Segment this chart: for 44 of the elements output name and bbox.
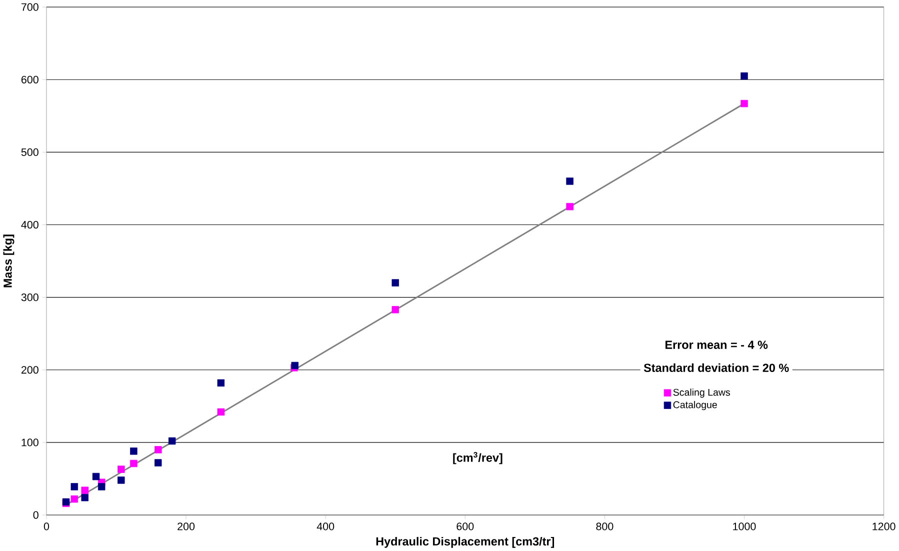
point: [130, 460, 138, 468]
point: [566, 178, 574, 185]
x-tick-label: 200: [178, 522, 195, 530]
annotation: Standard deviation = 20 %: [644, 363, 789, 372]
annotation: Error mean = - 4 %: [666, 340, 768, 349]
point: [98, 483, 106, 490]
x-tick-label: 800: [596, 522, 614, 530]
y-tick-label: 300: [21, 293, 38, 302]
y-tick-label: 600: [21, 76, 38, 84]
point: [217, 408, 225, 416]
point: [81, 486, 88, 494]
point: [130, 447, 138, 455]
legend-label: Catalogue: [673, 401, 717, 410]
point: [81, 494, 88, 502]
x-tick-label: 0: [44, 522, 50, 530]
y-tick-label: 100: [22, 438, 38, 446]
point: [392, 279, 399, 286]
legend-label: Scaling Laws: [673, 388, 730, 398]
point: [740, 72, 748, 80]
point: [291, 362, 298, 370]
annotation: [cm$^{3}$/rev]: [453, 452, 502, 464]
point: [154, 446, 162, 454]
x-tick-label: 600: [456, 522, 474, 530]
x-axis-title: Hydraulic Displacement [cm3/tr]: [376, 536, 554, 548]
point: [70, 483, 78, 490]
y-axis-title: Mass [kg]: [3, 234, 14, 288]
point: [92, 472, 100, 480]
x-tick-label: 1200: [872, 522, 896, 530]
point: [118, 476, 125, 484]
x-tick-label: 1000: [733, 522, 756, 530]
point: [168, 437, 176, 445]
point: [566, 202, 574, 210]
y-tick-label: 400: [21, 220, 38, 229]
point: [118, 466, 125, 473]
y-tick-label: 200: [21, 366, 38, 374]
y-tick-label: 0: [33, 511, 38, 519]
x-tick-label: 400: [316, 522, 334, 530]
point: [70, 495, 78, 503]
point: [154, 459, 162, 466]
point: [217, 379, 225, 386]
y-tick-label: 500: [21, 148, 38, 156]
y-tick-label: 700: [21, 3, 38, 11]
point: [392, 306, 399, 314]
point: [740, 100, 748, 108]
